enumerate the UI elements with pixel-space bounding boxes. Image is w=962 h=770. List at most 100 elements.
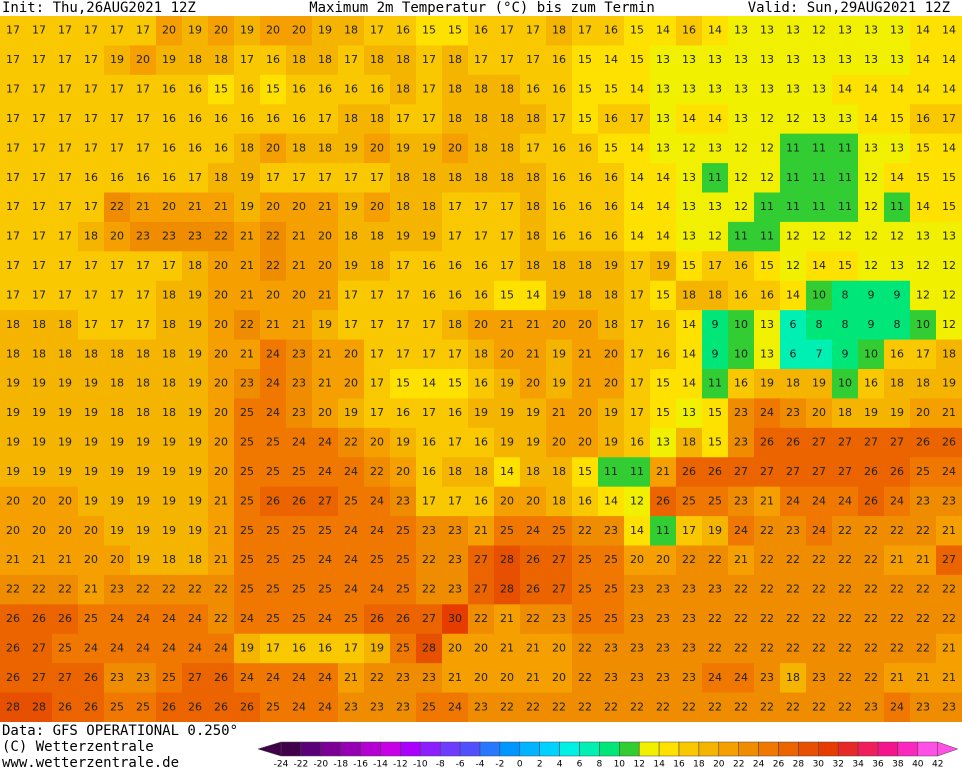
- temp-value: 25: [240, 436, 254, 449]
- temp-cell: [936, 16, 962, 46]
- temp-cell: [754, 74, 781, 105]
- temp-value: 17: [58, 53, 72, 66]
- temp-value: 8: [842, 288, 849, 301]
- temp-cell: [52, 339, 79, 370]
- temp-cell: [416, 692, 443, 723]
- temp-cell: [260, 163, 287, 193]
- temp-cell: [728, 280, 755, 311]
- temp-value: 19: [396, 141, 410, 154]
- temp-cell: [806, 604, 833, 635]
- temp-cell: [52, 104, 79, 135]
- temp-value: 18: [188, 259, 202, 272]
- temp-value: 16: [734, 259, 748, 272]
- temp-value: 23: [630, 641, 644, 654]
- temp-cell: [104, 339, 131, 370]
- temp-cell: [0, 133, 27, 164]
- temp-value: 10: [812, 288, 826, 301]
- temp-cell: [312, 221, 339, 252]
- temp-cell: [260, 516, 287, 546]
- temp-cell: [572, 280, 599, 311]
- temp-value: 23: [942, 494, 956, 507]
- temp-value: 16: [422, 288, 436, 301]
- temp-value: 22: [682, 553, 696, 566]
- temp-cell: [312, 516, 339, 546]
- temp-value: 17: [240, 53, 254, 66]
- temp-cell: [676, 604, 703, 635]
- temp-cell: [728, 221, 755, 252]
- temp-cell: [312, 486, 339, 517]
- temp-value: 14: [604, 494, 618, 507]
- temp-value: 13: [734, 112, 748, 125]
- temp-cell: [208, 427, 235, 458]
- temp-value: 23: [110, 583, 124, 596]
- temp-value: 17: [32, 53, 46, 66]
- colorbar-bin: [320, 741, 341, 757]
- temp-value: 21: [136, 200, 150, 213]
- temp-value: 16: [552, 83, 566, 96]
- valid-label: Valid: Sun,29AUG2021 12Z: [748, 0, 950, 16]
- temp-value: 24: [136, 641, 150, 654]
- temp-cell: [182, 45, 209, 76]
- temp-value: 13: [760, 24, 774, 37]
- temp-cell: [858, 104, 885, 135]
- temp-cell: [416, 163, 443, 193]
- temp-cell: [234, 221, 261, 252]
- temp-value: 26: [188, 700, 202, 713]
- temp-value: 22: [812, 612, 826, 625]
- temp-value: 21: [578, 347, 592, 360]
- temp-value: 19: [318, 318, 332, 331]
- temp-value: 26: [266, 494, 280, 507]
- temp-value: 22: [864, 641, 878, 654]
- temp-value: 15: [448, 24, 462, 37]
- temp-cell: [910, 16, 937, 46]
- temp-cell: [546, 398, 573, 429]
- temp-cell: [364, 604, 391, 635]
- temp-value: 17: [370, 347, 384, 360]
- temp-cell: [390, 280, 417, 311]
- temp-cell: [182, 339, 209, 370]
- temp-value: 16: [578, 230, 592, 243]
- temp-value: 14: [890, 83, 904, 96]
- temp-value: 12: [890, 230, 904, 243]
- temp-cell: [546, 251, 573, 282]
- temp-cell: [624, 604, 651, 635]
- temp-cell: [546, 369, 573, 399]
- temp-value: 17: [344, 641, 358, 654]
- temp-value: 16: [890, 347, 904, 360]
- temp-value: 14: [890, 171, 904, 184]
- temp-value: 25: [292, 553, 306, 566]
- temp-value: 24: [942, 465, 956, 478]
- temp-cell: [728, 427, 755, 458]
- temp-cell: [182, 280, 209, 311]
- temp-cell: [442, 339, 469, 370]
- temp-value: 23: [604, 641, 618, 654]
- temp-cell: [650, 516, 677, 546]
- temp-value: 22: [500, 700, 514, 713]
- temp-cell: [52, 604, 79, 635]
- temp-cell: [442, 398, 469, 429]
- temp-value: 20: [370, 141, 384, 154]
- temp-cell: [286, 310, 313, 341]
- temp-value: 26: [370, 612, 384, 625]
- temp-value: 26: [6, 612, 20, 625]
- temp-cell: [858, 192, 885, 223]
- temp-cell: [338, 310, 365, 341]
- temp-value: 21: [214, 200, 228, 213]
- temp-cell: [312, 427, 339, 458]
- temp-value: 24: [786, 494, 800, 507]
- temp-value: 17: [32, 230, 46, 243]
- temp-value: 21: [318, 200, 332, 213]
- temp-value: 18: [162, 288, 176, 301]
- temp-cell: [468, 604, 495, 635]
- temp-cell: [78, 369, 105, 399]
- temp-value: 17: [32, 259, 46, 272]
- temp-cell: [130, 74, 157, 105]
- temp-cell: [286, 398, 313, 429]
- temp-cell: [884, 633, 911, 664]
- temp-cell: [442, 604, 469, 635]
- temp-value: 22: [864, 553, 878, 566]
- temp-cell: [858, 457, 885, 488]
- temp-cell: [702, 692, 729, 723]
- temp-cell: [884, 663, 911, 694]
- temp-cell: [936, 457, 962, 488]
